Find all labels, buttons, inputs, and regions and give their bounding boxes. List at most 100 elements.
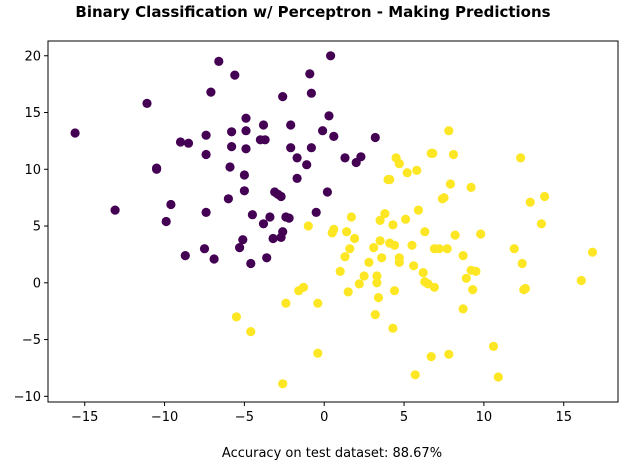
data-point-class-0-25 xyxy=(239,170,249,180)
data-point-class-0-15 xyxy=(209,254,219,264)
data-point-class-0-55 xyxy=(318,126,328,136)
data-point-class-1-0 xyxy=(231,312,241,322)
data-point-class-0-6 xyxy=(166,199,176,210)
data-point-class-1-8 xyxy=(313,348,323,358)
data-point-class-1-42 xyxy=(402,168,412,178)
data-point-class-0-52 xyxy=(306,143,316,153)
data-point-class-0-62 xyxy=(356,152,366,162)
data-point-class-0-21 xyxy=(230,70,240,80)
data-point-class-1-15 xyxy=(345,244,355,254)
data-point-class-1-82 xyxy=(536,219,547,229)
data-point-class-1-49 xyxy=(420,227,430,237)
data-point-class-0-36 xyxy=(265,212,275,222)
data-point-class-1-45 xyxy=(410,370,420,380)
data-point-class-1-78 xyxy=(517,258,527,269)
data-point-class-1-75 xyxy=(493,372,503,382)
data-point-class-0-19 xyxy=(227,142,237,152)
data-point-class-0-24 xyxy=(239,186,249,196)
data-point-class-1-84 xyxy=(576,275,586,286)
data-point-class-1-27 xyxy=(375,215,385,225)
data-point-class-1-74 xyxy=(488,341,499,351)
data-point-class-0-46 xyxy=(286,143,296,153)
data-point-class-0-22 xyxy=(235,243,245,253)
y-tick-label: 10 xyxy=(24,163,41,178)
y-tick-label: 20 xyxy=(24,49,41,64)
data-point-class-1-18 xyxy=(354,279,364,289)
data-point-class-0-29 xyxy=(246,258,256,269)
data-point-class-1-3 xyxy=(281,298,291,308)
data-point-class-0-63 xyxy=(370,132,380,143)
data-point-class-1-5 xyxy=(298,282,309,292)
points-layer xyxy=(70,51,598,389)
data-point-class-0-59 xyxy=(329,131,339,141)
data-point-class-0-45 xyxy=(284,213,294,223)
data-point-class-0-7 xyxy=(175,137,186,147)
data-point-class-1-56 xyxy=(429,282,439,292)
data-point-class-1-40 xyxy=(394,257,404,267)
accuracy-footnote: Accuracy on test dataset: 88.67% xyxy=(222,446,442,461)
x-tick-label: 15 xyxy=(555,410,572,425)
data-point-class-0-48 xyxy=(292,173,302,183)
y-axis: −10 −5 0 5 10 15 20 xyxy=(14,49,48,405)
data-point-class-1-46 xyxy=(412,165,422,175)
data-point-class-1-12 xyxy=(340,252,350,262)
data-point-class-0-32 xyxy=(258,219,269,229)
data-point-class-1-36 xyxy=(389,240,400,250)
data-point-class-0-42 xyxy=(278,227,288,237)
data-point-class-1-67 xyxy=(458,304,468,314)
data-point-class-0-56 xyxy=(322,187,332,197)
data-point-class-1-11 xyxy=(335,266,345,276)
data-point-class-0-20 xyxy=(227,127,237,137)
data-point-class-0-18 xyxy=(225,162,235,172)
data-point-class-1-6 xyxy=(303,221,313,231)
data-point-class-1-13 xyxy=(342,227,352,237)
y-tick-label: −5 xyxy=(22,333,41,348)
data-point-class-0-50 xyxy=(302,160,312,170)
data-point-class-0-17 xyxy=(223,194,233,204)
data-point-class-0-5 xyxy=(161,216,171,227)
data-point-class-0-12 xyxy=(201,149,211,160)
data-point-class-1-28 xyxy=(377,253,387,263)
data-point-class-1-64 xyxy=(448,149,459,160)
x-tick-label: 10 xyxy=(476,410,493,425)
data-point-class-1-71 xyxy=(468,285,478,295)
data-point-class-0-37 xyxy=(268,233,278,244)
data-point-class-1-72 xyxy=(471,266,481,276)
data-point-class-0-13 xyxy=(201,130,211,140)
data-point-class-1-43 xyxy=(407,240,417,250)
data-point-class-1-32 xyxy=(385,174,395,185)
data-point-class-0-58 xyxy=(326,51,336,61)
data-point-class-0-10 xyxy=(199,244,210,254)
data-point-class-1-17 xyxy=(350,233,360,244)
data-point-class-0-27 xyxy=(241,126,251,136)
data-point-class-1-2 xyxy=(278,379,288,389)
data-point-class-1-80 xyxy=(520,283,531,294)
data-point-class-1-22 xyxy=(370,310,380,320)
data-point-class-0-51 xyxy=(305,69,315,79)
data-point-class-1-29 xyxy=(380,209,390,219)
data-point-class-0-53 xyxy=(306,88,316,98)
data-point-class-1-61 xyxy=(444,126,454,136)
data-point-class-0-33 xyxy=(258,120,269,130)
data-point-class-0-1 xyxy=(110,205,120,215)
data-point-class-1-39 xyxy=(394,159,404,169)
data-point-class-0-49 xyxy=(292,153,302,163)
data-point-class-0-43 xyxy=(278,92,288,102)
data-point-class-1-60 xyxy=(442,244,452,254)
data-point-class-1-14 xyxy=(343,287,353,297)
data-point-class-1-57 xyxy=(434,244,444,254)
data-point-class-1-52 xyxy=(426,352,436,362)
x-tick-label: 5 xyxy=(400,410,408,425)
data-point-class-1-24 xyxy=(372,278,382,288)
data-point-class-0-9 xyxy=(183,138,194,148)
data-point-class-1-65 xyxy=(450,230,460,240)
data-point-class-0-35 xyxy=(262,253,272,263)
data-point-class-1-25 xyxy=(373,293,384,303)
data-point-class-1-7 xyxy=(313,298,323,308)
data-point-class-1-85 xyxy=(587,247,598,257)
data-point-class-1-35 xyxy=(389,286,400,296)
data-point-class-1-47 xyxy=(413,205,423,215)
data-point-class-1-41 xyxy=(401,214,411,224)
